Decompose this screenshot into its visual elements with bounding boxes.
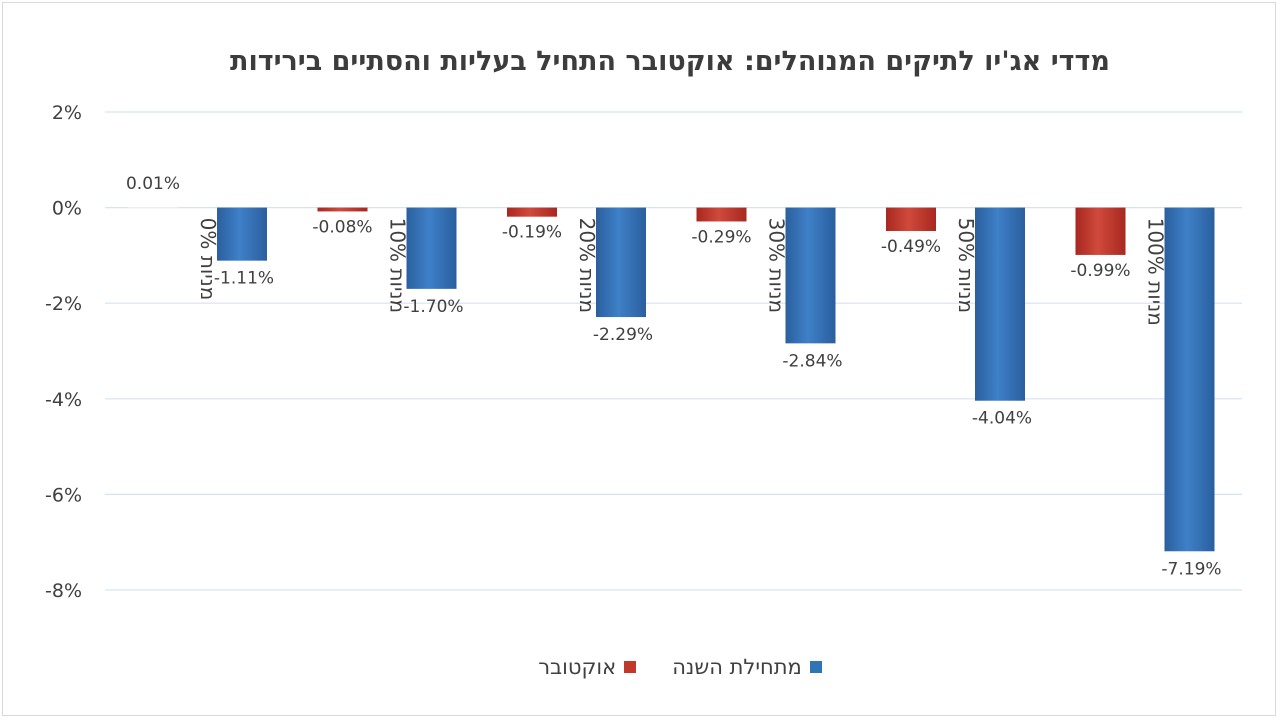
bar-october: [317, 207, 368, 212]
data-label-ytd: -7.19%: [1161, 559, 1221, 579]
data-label-october: -0.99%: [1070, 261, 1130, 281]
y-tick-label: -4%: [45, 389, 82, 411]
data-label-ytd: -1.70%: [403, 297, 463, 317]
category-label: 0% מניות: [196, 218, 220, 301]
bar-october: [128, 207, 178, 209]
y-tick-label: -8%: [45, 580, 82, 602]
bar-october: [507, 207, 557, 217]
category-label: 20% מניות: [575, 218, 599, 313]
category-label: 50% מניות: [954, 218, 978, 313]
y-tick-label: 0%: [52, 198, 82, 220]
data-label-ytd: -2.29%: [593, 325, 653, 345]
legend-label-october: אוקטובר: [538, 655, 617, 679]
bar-ytd: [975, 207, 1025, 401]
data-label-october: 0.01%: [126, 174, 180, 194]
y-tick-label: -6%: [45, 484, 82, 506]
bar-ytd: [785, 207, 836, 344]
bar-ytd: [596, 207, 646, 318]
data-label-ytd: -2.84%: [782, 351, 842, 371]
bar-october: [886, 207, 936, 232]
bar-october: [1075, 207, 1126, 255]
chart-title: מדדי אג'יו לתיקים המנוהלים: אוקטובר התחי…: [230, 46, 1110, 77]
data-label-october: -0.08%: [312, 217, 372, 237]
data-label-october: -0.19%: [502, 223, 562, 243]
category-label: 100% מניות: [1144, 218, 1168, 326]
bar-ytd: [406, 207, 457, 289]
data-label-ytd: -1.11%: [214, 269, 274, 289]
data-label-october: -0.49%: [881, 237, 941, 257]
legend-label-ytd: מתחילת השנה: [672, 655, 802, 679]
bar-ytd: [1164, 207, 1215, 552]
legend-item-ytd: מתחילת השנה: [672, 655, 822, 679]
legend-swatch-october: [624, 661, 637, 673]
legend-swatch-ytd: [809, 661, 822, 673]
legend: מתחילת השנה אוקטובר: [0, 655, 1280, 679]
y-tick-label: -2%: [45, 293, 82, 315]
category-label: 30% מניות: [765, 218, 789, 313]
y-tick-label: 2%: [52, 102, 82, 124]
category-label: 10% מניות: [386, 218, 410, 313]
legend-item-october: אוקטובר: [538, 655, 637, 679]
data-label-ytd: -4.04%: [972, 409, 1032, 429]
data-label-october: -0.29%: [691, 227, 751, 247]
bar-ytd: [217, 207, 267, 261]
bar-october: [696, 207, 747, 222]
